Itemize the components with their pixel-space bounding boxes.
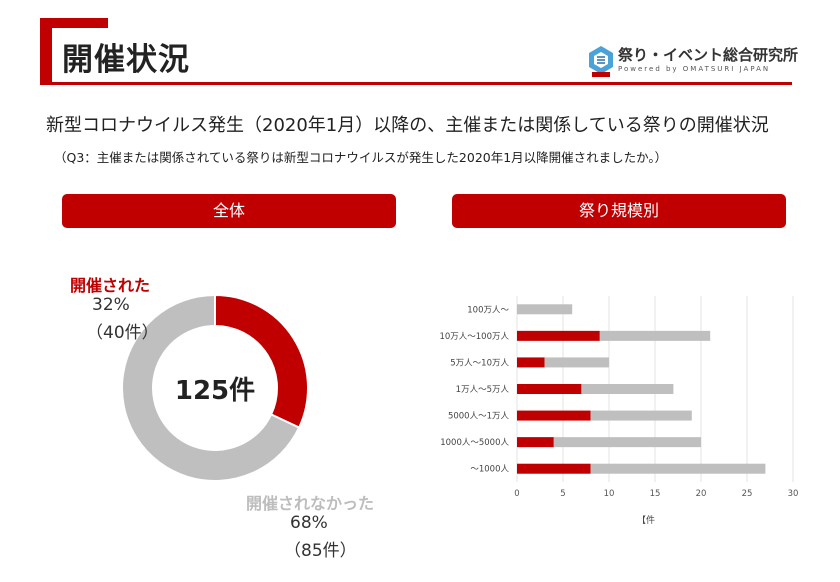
category-label: 10万人～100万人: [439, 332, 509, 342]
slice-label-held: 開催された: [70, 276, 151, 295]
page-title: 開催状況: [62, 42, 190, 78]
bar-segment-not-held: [599, 330, 711, 341]
donut-center-total: 125件: [174, 376, 256, 406]
panel-title-overall: 全体: [62, 194, 396, 228]
x-tick-label: 15: [650, 489, 661, 499]
bar-segment-held: [517, 357, 545, 368]
category-label: 1万人～5万人: [456, 385, 510, 395]
slice-label-not-held: 開催されなかった: [246, 494, 375, 513]
slice-count-held: （40件）: [86, 323, 159, 343]
slice-count-not-held: （85件）: [284, 541, 357, 561]
category-label: ～1000人: [470, 465, 509, 475]
bar-segment-held: [517, 384, 582, 394]
logo-tagline: Powered by OMATSURI JAPAN: [618, 65, 771, 73]
category-label: 100万人～: [467, 305, 509, 315]
logo-emblem-icon: [589, 46, 613, 77]
logo: 祭り・イベント総合研究所 Powered by OMATSURI JAPAN: [586, 44, 799, 78]
logo-name: 祭り・イベント総合研究所: [618, 46, 799, 64]
bar-segment-not-held: [590, 463, 766, 474]
header-underline: [40, 82, 792, 85]
slice-percent-held: 32%: [92, 295, 130, 315]
category-label: 5000人～1万人: [448, 412, 510, 422]
panel-title-by-scale: 祭り規模別: [452, 194, 786, 228]
x-tick-label: 0: [514, 489, 519, 499]
bar-segment-held: [517, 463, 591, 474]
donut-slice-not-held: [121, 293, 301, 482]
bar-segment-not-held: [581, 384, 674, 394]
x-tick-label: 20: [696, 489, 707, 499]
category-label: 1000人～5000人: [440, 438, 509, 448]
x-tick-label: 10: [604, 489, 615, 499]
category-label: 5万人～10万人: [450, 358, 509, 368]
donut-slice-held: [214, 293, 309, 429]
x-axis-unit-label: 【件: [637, 516, 656, 526]
bar-segment-held: [517, 330, 600, 341]
header-accent-bar: [40, 18, 52, 84]
bar-segment-not-held: [590, 410, 692, 421]
bar-segment-not-held: [553, 437, 701, 448]
x-tick-label: 25: [742, 489, 753, 499]
x-tick-label: 30: [788, 489, 799, 499]
bar-segment-not-held: [517, 304, 573, 315]
bar-segment-held: [517, 437, 554, 448]
headline: 新型コロナウイルス発生（2020年1月）以降の、主催または関係している祭りの開催…: [46, 115, 769, 136]
bar-segment-not-held: [544, 357, 609, 368]
slice-percent-not-held: 68%: [290, 513, 328, 533]
bar-segment-held: [517, 410, 591, 421]
question-note: （Q3：主催または関係されている祭りは新型コロナウイルスが発生した2020年1月…: [54, 150, 668, 165]
x-tick-label: 5: [560, 489, 565, 499]
header-accent-top: [40, 18, 108, 28]
